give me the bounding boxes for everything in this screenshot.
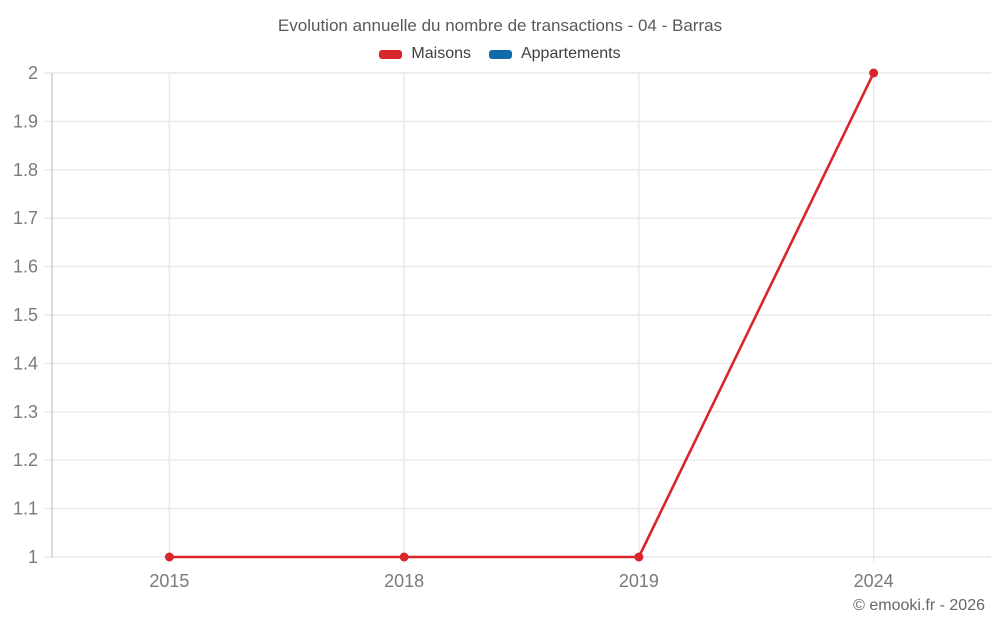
legend-label-appartements: Appartements (520, 45, 621, 62)
legend-swatch-maisons (379, 49, 403, 59)
y-tick-label: 1.1 (13, 499, 38, 519)
y-tick-label: 2 (28, 63, 38, 83)
y-tick-label: 1.2 (13, 450, 38, 470)
chart-legend: Maisons Appartements (0, 45, 1000, 63)
legend-item-appartements[interactable]: Appartements (488, 45, 621, 63)
legend-label-maisons: Maisons (411, 45, 471, 62)
x-tick-label: 2015 (149, 571, 189, 591)
data-point[interactable] (399, 552, 409, 562)
series-line-maisons (168, 71, 875, 559)
x-tick-label: 2019 (619, 571, 659, 591)
y-tick-label: 1.5 (13, 305, 38, 325)
y-tick-label: 1.6 (13, 257, 38, 277)
data-point[interactable] (869, 68, 879, 78)
y-tick-label: 1.4 (13, 353, 38, 373)
y-tick-label: 1 (28, 547, 38, 567)
copyright-text: © emooki.fr - 2026 (853, 597, 985, 614)
y-tick-label: 1.3 (13, 402, 38, 422)
x-tick-label: 2024 (854, 571, 894, 591)
y-tick-label: 1.9 (13, 111, 38, 131)
x-tick-label: 2018 (384, 571, 424, 591)
data-point[interactable] (634, 552, 644, 562)
data-point[interactable] (164, 552, 174, 562)
legend-item-maisons[interactable]: Maisons (379, 45, 471, 63)
legend-swatch-appartements (488, 49, 512, 59)
y-tick-label: 1.7 (13, 208, 38, 228)
chart-title: Evolution annuelle du nombre de transact… (277, 16, 723, 35)
y-tick-label: 1.8 (13, 160, 38, 180)
